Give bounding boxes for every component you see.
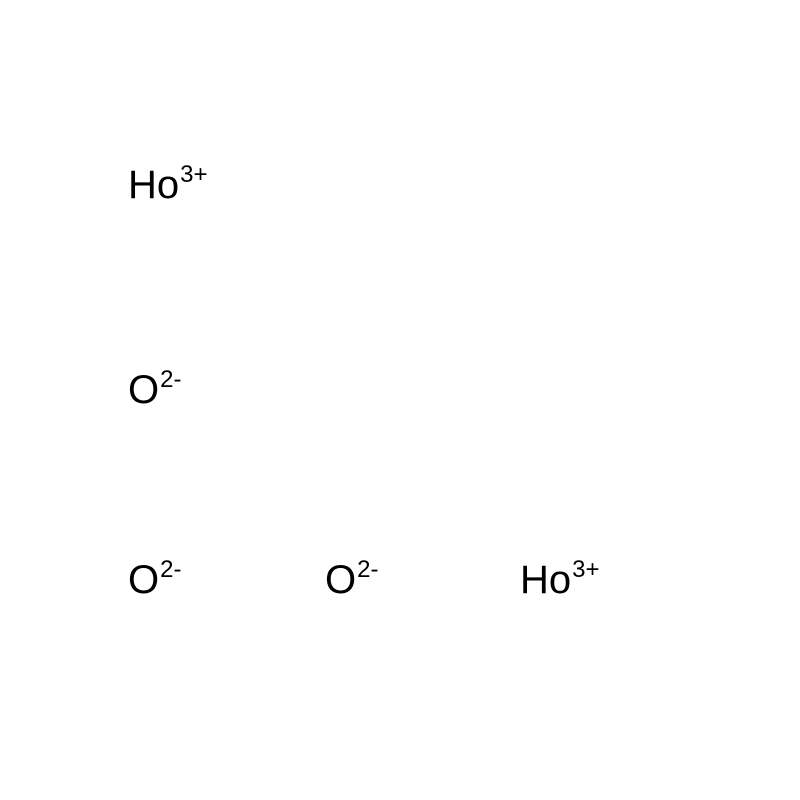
ion-o2: O2-	[128, 560, 181, 600]
ion-charge: 2-	[160, 368, 181, 392]
ion-symbol: O	[325, 560, 356, 600]
ion-symbol: O	[128, 560, 159, 600]
ion-ho2: Ho3+	[520, 560, 600, 600]
ion-charge: 3+	[572, 558, 599, 582]
ion-o3: O2-	[325, 560, 378, 600]
ion-charge: 3+	[180, 163, 207, 187]
ion-o1: O2-	[128, 370, 181, 410]
ion-charge: 2-	[357, 558, 378, 582]
ion-symbol: O	[128, 370, 159, 410]
ion-charge: 2-	[160, 558, 181, 582]
ion-ho1: Ho3+	[128, 165, 208, 205]
ion-symbol: Ho	[520, 560, 571, 600]
ion-symbol: Ho	[128, 165, 179, 205]
